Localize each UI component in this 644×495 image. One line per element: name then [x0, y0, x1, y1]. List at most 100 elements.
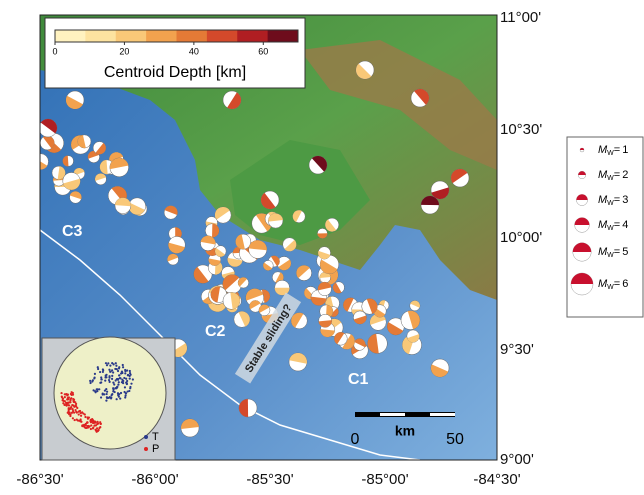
axis-t [93, 377, 95, 379]
axis-t [89, 380, 91, 382]
legend-magnitude: 2 [622, 169, 628, 181]
axis-p [84, 416, 86, 418]
colorbar-segment [55, 30, 86, 42]
axis-t [118, 374, 120, 376]
axis-t [125, 392, 127, 394]
colorbar-segment [237, 30, 268, 42]
lat-label: 10°00' [500, 229, 542, 246]
axis-t [113, 363, 115, 365]
axis-t [116, 398, 118, 400]
axis-t [114, 387, 116, 389]
axis-p [73, 412, 75, 414]
axis-t [130, 374, 132, 376]
colorbar-tick-label: 60 [258, 46, 268, 56]
axis-t [111, 378, 113, 380]
legend-magnitude: 5 [622, 246, 628, 258]
axis-p [71, 394, 73, 396]
axis-p [97, 429, 99, 431]
axis-p [60, 392, 62, 394]
cluster-label: C3 [62, 223, 83, 240]
axis-p [91, 420, 93, 422]
axis-t [106, 364, 108, 366]
axis-t [105, 374, 107, 376]
axis-t [91, 380, 93, 382]
colorbar-tick-label: 20 [119, 46, 129, 56]
scale-segment [430, 413, 455, 416]
lon-label: -85°30' [246, 471, 293, 488]
cluster-label: C2 [205, 323, 226, 340]
axis-t [109, 381, 111, 383]
axis-t [113, 383, 115, 385]
axis-t [105, 362, 107, 364]
colorbar-segment [116, 30, 147, 42]
legend-equals: = [614, 194, 620, 206]
legend-label: MW=5 [598, 246, 628, 259]
legend-label: MW=1 [598, 144, 628, 157]
legend-dot [144, 435, 148, 439]
axis-t [125, 395, 127, 397]
axis-p [92, 427, 94, 429]
legend-equals: = [614, 219, 620, 231]
axis-p [68, 412, 70, 414]
axis-p [65, 405, 67, 407]
axis-t [129, 370, 131, 372]
axis-t [127, 374, 129, 376]
colorbar-segment [177, 30, 208, 42]
axis-t [117, 370, 119, 372]
axis-t [112, 382, 114, 384]
axis-t [104, 380, 106, 382]
axis-t [126, 382, 128, 384]
legend-dot [144, 447, 148, 451]
axis-p [67, 410, 69, 412]
axis-p [68, 396, 70, 398]
axis-t [108, 369, 110, 371]
axis-p [64, 393, 66, 395]
colorbar-tick-label: 40 [189, 46, 199, 56]
axis-t [122, 364, 124, 366]
axis-p [70, 408, 72, 410]
lon-label: -86°30' [16, 471, 63, 488]
axis-t [110, 397, 112, 399]
inset-label: P [152, 443, 159, 455]
legend-equals: = [614, 169, 620, 181]
lat-label: 9°30' [500, 341, 534, 358]
axis-p [76, 411, 78, 413]
axis-t [107, 362, 109, 364]
legend-magnitude: 6 [622, 278, 628, 290]
scale-label: 0 [351, 431, 360, 448]
axis-t [117, 383, 119, 385]
legend-equals: = [614, 246, 620, 258]
axis-p [70, 398, 72, 400]
axis-p [79, 420, 81, 422]
axis-t [116, 378, 118, 380]
axis-t [108, 377, 110, 379]
figure: 0204060 Centroid Depth [km] C3 C2 C1 Sta… [0, 0, 644, 495]
axis-p [80, 415, 82, 417]
axis-t [122, 382, 124, 384]
axis-t [100, 378, 102, 380]
axis-p [72, 408, 74, 410]
axis-t [100, 376, 102, 378]
legend-label: MW=6 [598, 278, 628, 291]
axis-t [124, 372, 126, 374]
lon-label: -84°30' [473, 471, 520, 488]
scale-label: 50 [446, 431, 464, 448]
colorbar-segment [146, 30, 177, 42]
axis-t [92, 389, 94, 391]
axis-t [103, 393, 105, 395]
axis-t [100, 396, 102, 398]
axis-t [130, 383, 132, 385]
axis-t [122, 366, 124, 368]
axis-p [87, 418, 89, 420]
axis-p [72, 417, 74, 419]
axis-t [119, 377, 121, 379]
axis-p [90, 424, 92, 426]
axis-p [67, 401, 69, 403]
lat-label: 11°00' [500, 9, 541, 26]
colorbar-title: Centroid Depth [km] [104, 64, 246, 81]
axis-t [124, 386, 126, 388]
axis-t [118, 393, 120, 395]
legend-label: MW=2 [598, 169, 628, 182]
legend-equals: = [614, 144, 620, 156]
axis-t [128, 390, 130, 392]
